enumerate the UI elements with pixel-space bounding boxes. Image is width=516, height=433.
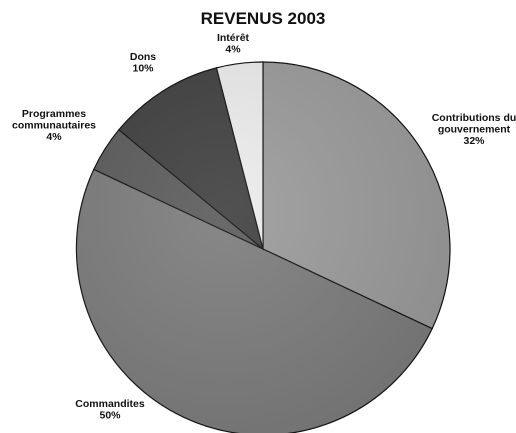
slice-label-commandites: Commandites 50% xyxy=(75,398,145,422)
slice-label-programmes: Programmes communautaires 4% xyxy=(12,108,96,143)
slice-label-interet: Intérêt 4% xyxy=(217,32,250,56)
slice-label-dons: Dons 10% xyxy=(130,51,156,75)
slice-label-gouvernement: Contributions du gouvernement 32% xyxy=(432,112,516,147)
pie-slices xyxy=(75,61,451,433)
slice-labels: Contributions du gouvernement 32% Commandit… xyxy=(12,32,516,422)
chart-title: REVENUS 2003 xyxy=(201,9,326,28)
